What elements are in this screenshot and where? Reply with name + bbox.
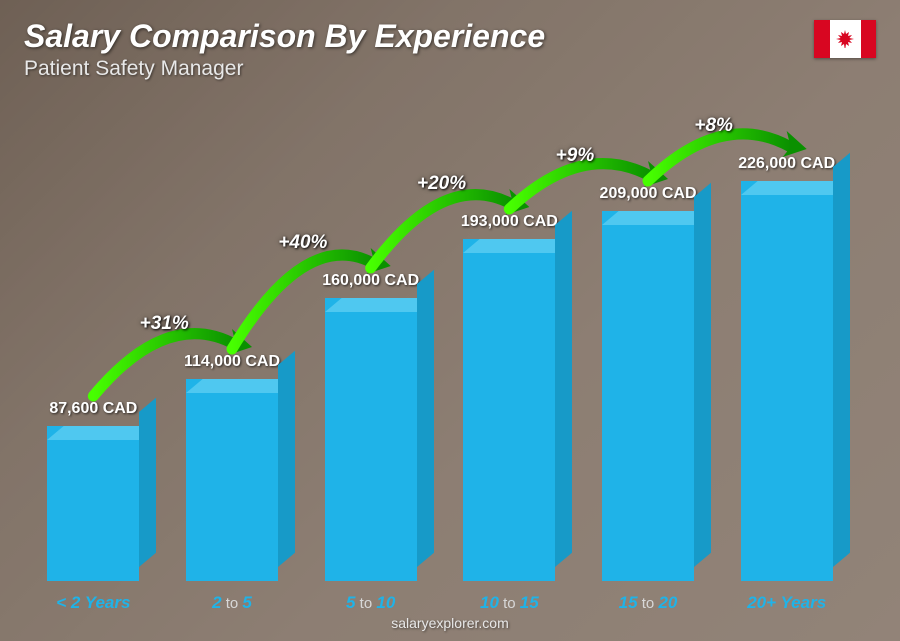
category-label: < 2 Years bbox=[23, 593, 163, 613]
bar-value-label: 160,000 CAD bbox=[322, 272, 419, 290]
bar-value-label: 87,600 CAD bbox=[49, 400, 137, 418]
bar bbox=[741, 181, 833, 581]
footer-attribution: salaryexplorer.com bbox=[0, 615, 900, 631]
bar bbox=[602, 211, 694, 581]
bar-value-label: 114,000 CAD bbox=[184, 353, 280, 371]
bar-value-label: 209,000 CAD bbox=[600, 185, 697, 203]
increase-label: +40% bbox=[278, 232, 327, 254]
bar bbox=[325, 298, 417, 581]
canada-flag-icon bbox=[814, 20, 876, 58]
increase-label: +8% bbox=[694, 115, 733, 137]
bar-group: 209,000 CAD15 to 20 bbox=[585, 100, 712, 581]
bar-group: 160,000 CAD5 to 10 bbox=[307, 100, 434, 581]
bar-value-label: 193,000 CAD bbox=[461, 213, 558, 231]
increase-label: +9% bbox=[556, 145, 595, 167]
chart-title: Salary Comparison By Experience bbox=[24, 18, 876, 55]
increase-label: +31% bbox=[140, 313, 189, 335]
category-label: 2 to 5 bbox=[162, 593, 302, 613]
category-label: 10 to 15 bbox=[439, 593, 579, 613]
increase-label: +20% bbox=[417, 173, 466, 195]
bar bbox=[47, 426, 139, 581]
category-label: 20+ Years bbox=[717, 593, 857, 613]
bar bbox=[186, 379, 278, 581]
bar-group: 87,600 CAD< 2 Years bbox=[30, 100, 157, 581]
header: Salary Comparison By Experience Patient … bbox=[24, 18, 876, 81]
chart-subtitle: Patient Safety Manager bbox=[24, 57, 876, 81]
bar-group: 114,000 CAD2 to 5 bbox=[169, 100, 296, 581]
bar-group: 226,000 CAD20+ Years bbox=[723, 100, 850, 581]
category-label: 5 to 10 bbox=[301, 593, 441, 613]
category-label: 15 to 20 bbox=[578, 593, 718, 613]
maple-leaf-icon bbox=[835, 29, 855, 49]
bar bbox=[463, 239, 555, 581]
bar-value-label: 226,000 CAD bbox=[738, 155, 835, 173]
